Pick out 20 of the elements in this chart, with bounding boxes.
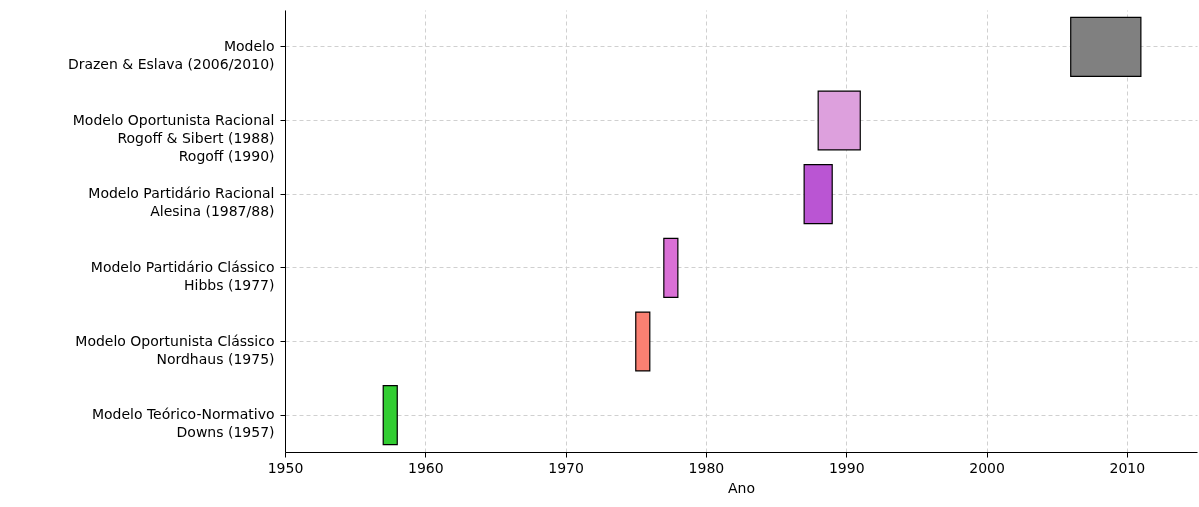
bar — [803, 164, 833, 225]
bar — [1070, 16, 1142, 77]
y-tick-label: Modelo Oportunista Racional Rogoff & Sibert (1988) Rogoff (1990) — [72, 111, 275, 164]
y-tick-label: Modelo Partidário Racional Alesina (1987/88) — [88, 185, 275, 220]
bar — [663, 237, 679, 298]
x-tick-label: 2010 — [1109, 459, 1146, 476]
x-axis-title: Ano — [727, 479, 756, 496]
bar — [382, 385, 398, 446]
x-tick-label: 1960 — [407, 459, 444, 476]
x-tick-label: 1970 — [548, 459, 584, 476]
y-tick-label: Modelo Oportunista Clássico Nordhaus (1975) — [75, 332, 275, 367]
y-tick-label: Modelo Drazen & Eslava (2006/2010) — [67, 37, 275, 72]
y-tick-label: Modelo Teórico-Normativo Downs (1957) — [91, 406, 275, 441]
x-tick-label: 1990 — [828, 459, 865, 476]
bar — [817, 90, 861, 151]
x-tick-label: 2000 — [969, 459, 1005, 476]
y-tick-label: Modelo Partidário Clássico Hibbs (1977) — [90, 258, 275, 293]
x-tick-label: 1950 — [267, 459, 304, 476]
x-tick-label: 1980 — [688, 459, 725, 476]
bar — [635, 311, 651, 372]
